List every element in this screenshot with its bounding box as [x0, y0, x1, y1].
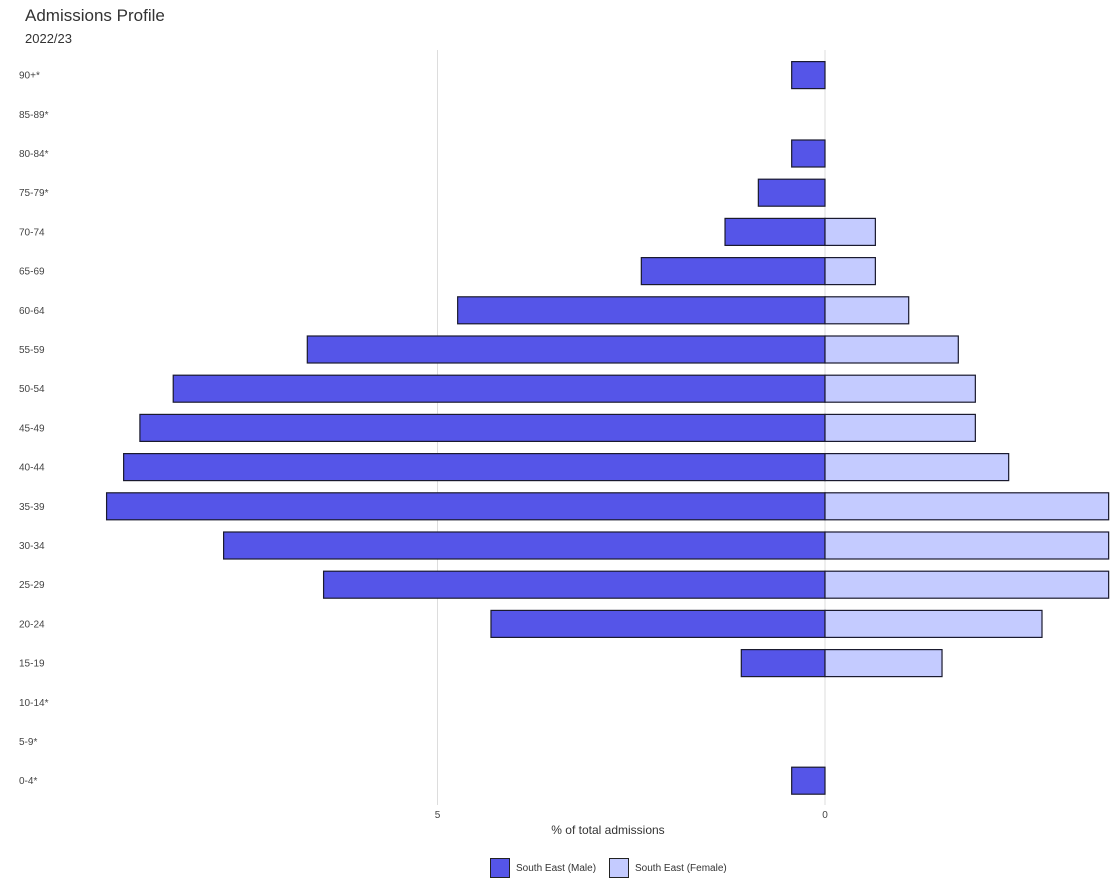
bar-male-4044	[123, 453, 826, 482]
y-tick-label: 5-9*	[19, 737, 37, 748]
x-axis-title: % of total admissions	[551, 823, 664, 837]
legend-label-male: South East (Male)	[516, 862, 597, 874]
bar-male-5054	[172, 374, 826, 403]
bar-male-3539	[105, 492, 826, 521]
y-tick-label: 90+*	[19, 71, 40, 82]
bar-female-5054	[824, 374, 976, 403]
bar-female-4044	[824, 453, 1010, 482]
y-tick-label: 45-49	[19, 423, 45, 434]
bar-male-3034	[223, 531, 826, 560]
bar-male-2529	[322, 570, 826, 599]
legend-label-female: South East (Female)	[635, 862, 727, 874]
bar-female-3539	[824, 492, 1110, 521]
bar-male-6569	[640, 257, 826, 286]
legend-item-male: South East (Male)	[490, 858, 596, 878]
y-tick-label: 70-74	[19, 227, 45, 238]
bar-male-4549	[139, 413, 826, 442]
x-tick-label: 5	[435, 810, 441, 821]
y-tick-label: 80-84*	[19, 149, 49, 160]
y-tick-label: 30-34	[19, 541, 45, 552]
y-tick-label: 55-59	[19, 345, 45, 356]
bar-male-5559	[306, 335, 826, 364]
y-tick-label: 10-14*	[19, 698, 49, 709]
bar-female-4549	[824, 413, 976, 442]
label-layer: 5 0 90+* 85-89* 80-84* 75-79* 70-74 65-69 60-64 5…	[19, 71, 828, 821]
bar-male-04	[791, 766, 826, 795]
chart-title: Admissions Profile	[25, 6, 165, 25]
bar-female-7074	[824, 217, 876, 246]
bar-male-2024	[490, 609, 826, 639]
bar-female-6064	[824, 296, 910, 325]
bar-male-7579	[757, 178, 826, 207]
y-tick-label: 35-39	[19, 502, 45, 513]
bar-male-1519	[740, 648, 826, 678]
y-tick-label: 50-54	[19, 384, 45, 395]
y-tick-label: 65-69	[19, 267, 45, 278]
bar-male-8084	[791, 139, 826, 168]
y-tick-label: 20-24	[19, 619, 45, 630]
bar-female-2529	[824, 570, 1110, 599]
bar-female-1519	[824, 648, 943, 678]
y-tick-label: 25-29	[19, 580, 45, 591]
legend-item-female: South East (Female)	[609, 858, 727, 878]
bar-female-2024	[824, 609, 1043, 639]
y-tick-label: 0-4*	[19, 776, 37, 787]
bar-female-6569	[824, 257, 876, 286]
bar-layer	[105, 60, 1110, 795]
x-tick-label: 0	[822, 810, 828, 821]
y-tick-label: 85-89*	[19, 110, 49, 121]
bar-female-3034	[824, 531, 1110, 560]
y-tick-label: 15-19	[19, 659, 45, 670]
y-tick-label: 75-79*	[19, 188, 49, 199]
legend: South East (Male) South East (Female)	[0, 858, 1113, 882]
pyramid-chart: 5 0 90+* 85-89* 80-84* 75-79* 70-74 65-69 60-64 5…	[19, 50, 1110, 837]
y-tick-label: 40-44	[19, 463, 45, 474]
y-tick-label: 60-64	[19, 306, 45, 317]
bar-male-6064	[457, 296, 826, 325]
bar-female-5559	[824, 335, 959, 364]
legend-swatch-male	[490, 858, 510, 878]
bar-male-7074	[724, 217, 826, 246]
chart-subtitle: 2022/23	[25, 31, 72, 46]
bar-male-90	[791, 60, 826, 90]
legend-swatch-female	[609, 858, 629, 878]
